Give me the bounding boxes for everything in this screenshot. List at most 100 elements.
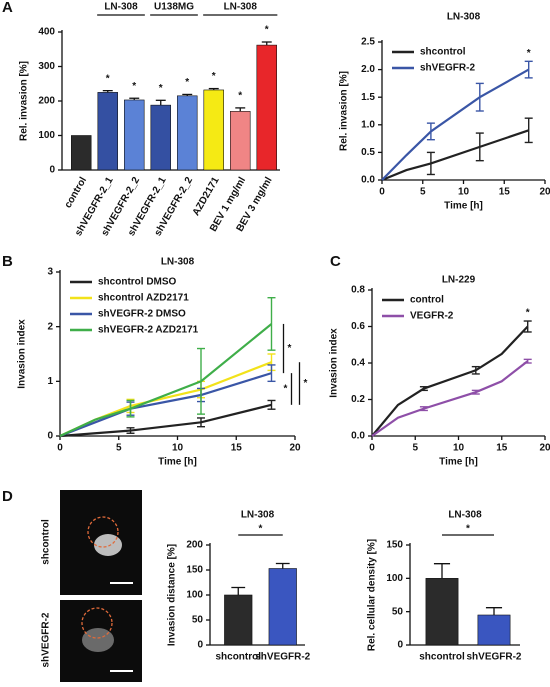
x-tick-label: shcontrol [215,652,261,663]
significance: * [106,73,110,84]
significance: * [132,81,136,92]
x-axis-label: Time [h] [444,201,483,212]
y-tick-label: 0.6 [351,321,365,332]
x-tick-label: 0 [379,187,385,198]
comparison-label: * [259,524,263,535]
y-tick-label: 1.5 [361,92,375,103]
x-tick-label: 10 [453,443,465,454]
x-tick-label: 5 [116,443,122,454]
series-line [381,68,530,181]
x-tick-label: 20 [539,443,550,454]
bar [97,92,118,171]
comparison-label: * [288,343,292,354]
significance: * [159,83,163,94]
bar [425,578,459,646]
bar [268,568,297,646]
significance: * [185,77,189,88]
legend-label: VEGFR-2 [410,311,454,322]
image-label: shVEGFR-2 [41,612,52,667]
series-line [59,361,272,437]
y-tick-label: 0.2 [351,394,365,405]
bar [477,614,511,646]
y-tick-label: 100 [186,590,203,601]
y-axis-label: Rel. invasion [%] [339,71,350,151]
series-line [371,325,529,437]
significance: * [238,91,242,102]
x-tick-label: 5 [420,187,426,198]
chart-title: LN-308 [448,510,482,521]
x-tick-label: 0 [369,443,375,454]
x-tick-label: shcontrol [419,652,465,663]
chart-title: LN-308 [161,257,195,268]
x-tick-label: 10 [172,443,184,454]
panel-letter: A [2,0,13,16]
x-tick-label: 5 [412,443,418,454]
bar [224,594,253,646]
bar [177,95,198,171]
legend-label: shcontrol AZD2171 [98,293,189,304]
bar [203,89,224,171]
x-axis-label: Time [h] [439,457,478,468]
y-tick-label: 400 [38,27,55,38]
micrograph [60,490,142,682]
series-line [381,129,530,182]
y-tick-label: 200 [38,96,55,107]
y-tick-label: 0 [49,165,55,176]
y-tick-label: 2.0 [361,64,375,75]
series-line [371,360,529,437]
x-tick-label: 15 [499,187,511,198]
group-label: LN-308 [224,2,258,13]
y-tick-label: 50 [392,606,404,617]
legend-label: shcontrol DMSO [98,277,177,288]
y-tick-label: 1.0 [361,119,375,130]
bar [230,111,251,171]
x-tick-label: shVEGFR-2 [255,652,310,663]
x-tick-label: shVEGFR-2 [466,652,521,663]
annotation: * [526,308,530,319]
y-tick-label: 50 [192,615,204,626]
y-axis-label: Invasion index [329,328,340,398]
x-tick-label: 15 [231,443,243,454]
group-label: LN-308 [104,2,138,13]
comparison-label: * [466,524,470,535]
y-tick-label: 0.0 [351,431,365,442]
comparison-label: * [304,378,308,389]
y-tick-label: 0.4 [351,358,365,369]
x-tick-label: 20 [289,443,301,454]
y-axis-label: Rel. invasion [%] [19,61,30,141]
x-tick-label: 0 [57,443,63,454]
x-tick-label: 20 [539,187,550,198]
chart-title: LN-308 [241,510,275,521]
legend-label: shVEGFR-2 AZD2171 [98,325,199,336]
series-line [59,323,273,437]
x-tick-label: control [63,175,90,210]
y-tick-label: 2.5 [361,37,375,48]
y-tick-label: 300 [38,61,55,72]
y-tick-label: 0 [47,431,53,442]
panel-letter: B [2,253,13,270]
legend-label: control [410,295,444,306]
y-tick-label: 2 [47,321,53,332]
group-label: U138MG [154,2,194,13]
panel-letter: C [330,253,341,270]
significance: * [212,71,216,82]
y-tick-label: 0.8 [351,285,365,296]
y-tick-label: 150 [386,540,403,551]
y-axis-label: Rel. cellular density [%] [367,539,378,651]
y-tick-label: 100 [386,573,403,584]
bar [150,104,171,171]
comparison-label: * [284,384,288,395]
bar [124,99,145,171]
legend-label: shcontrol [420,47,466,58]
y-tick-label: 200 [186,540,203,551]
chart-title: LN-229 [442,275,476,286]
y-tick-label: 100 [38,130,55,141]
chart-title: LN-308 [447,12,481,23]
bar [71,135,92,171]
x-tick-label: 10 [458,187,470,198]
y-tick-label: 0.5 [361,147,375,158]
y-tick-label: 150 [186,565,203,576]
y-tick-label: 1 [47,376,53,387]
y-tick-label: 3 [47,267,53,278]
